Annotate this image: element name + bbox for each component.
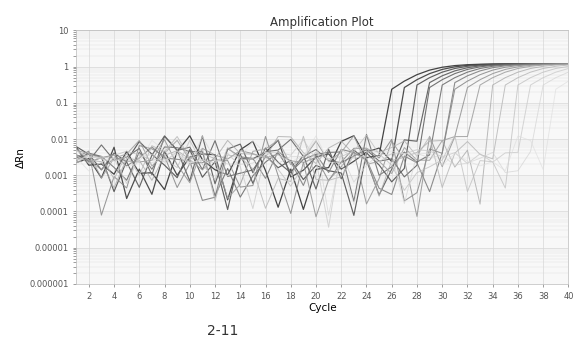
- Text: 2-11: 2-11: [207, 323, 239, 338]
- Y-axis label: ΔRn: ΔRn: [16, 147, 26, 168]
- X-axis label: Cycle: Cycle: [308, 303, 336, 313]
- Title: Amplification Plot: Amplification Plot: [271, 16, 374, 29]
